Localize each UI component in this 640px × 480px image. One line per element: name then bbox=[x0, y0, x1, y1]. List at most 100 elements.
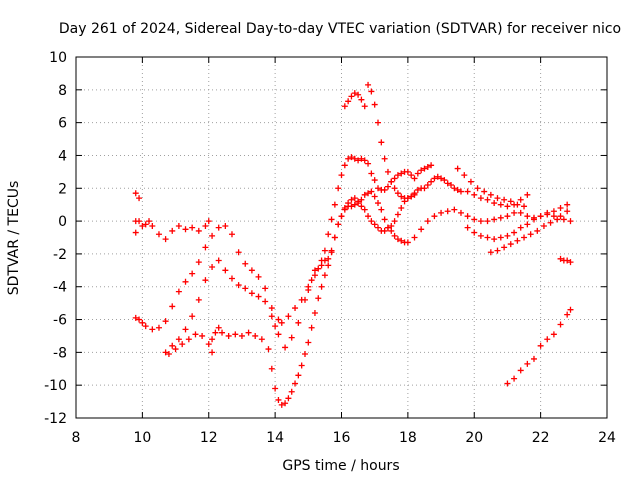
data-point bbox=[564, 311, 571, 318]
data-point bbox=[298, 362, 305, 369]
data-point bbox=[252, 332, 259, 339]
data-point bbox=[162, 236, 169, 243]
data-point bbox=[487, 249, 494, 256]
data-point bbox=[365, 213, 372, 220]
data-point bbox=[345, 98, 352, 105]
data-point bbox=[149, 326, 156, 333]
data-point bbox=[454, 165, 461, 172]
data-point bbox=[484, 196, 491, 203]
data-point bbox=[504, 213, 511, 220]
data-point bbox=[325, 231, 332, 238]
data-point bbox=[524, 221, 531, 228]
data-point bbox=[511, 375, 518, 382]
data-point bbox=[301, 296, 308, 303]
data-point bbox=[292, 380, 299, 387]
data-point bbox=[172, 346, 179, 353]
data-point bbox=[175, 223, 182, 230]
data-point bbox=[388, 227, 395, 234]
data-point bbox=[434, 173, 441, 180]
data-point bbox=[205, 341, 212, 348]
data-point bbox=[398, 193, 405, 200]
data-point bbox=[497, 201, 504, 208]
data-point bbox=[557, 213, 564, 220]
data-point bbox=[524, 191, 531, 198]
data-point bbox=[381, 155, 388, 162]
y-tick-label: 10 bbox=[49, 50, 67, 66]
data-point bbox=[331, 234, 338, 241]
data-point bbox=[189, 224, 196, 231]
data-point bbox=[517, 224, 524, 231]
data-point bbox=[202, 277, 209, 284]
data-point bbox=[285, 395, 292, 402]
data-point bbox=[544, 336, 551, 343]
data-point bbox=[371, 193, 378, 200]
data-point bbox=[411, 234, 418, 241]
data-point bbox=[325, 262, 332, 269]
data-point bbox=[530, 355, 537, 362]
data-point bbox=[305, 283, 312, 290]
y-tick-label: -10 bbox=[44, 378, 67, 394]
data-point bbox=[321, 272, 328, 279]
data-point bbox=[517, 196, 524, 203]
data-point bbox=[371, 177, 378, 184]
data-point bbox=[514, 237, 521, 244]
series-track-8 bbox=[487, 216, 574, 256]
data-point bbox=[404, 195, 411, 202]
series-track-1 bbox=[132, 218, 212, 243]
data-point bbox=[235, 282, 242, 289]
data-point bbox=[507, 241, 514, 248]
data-point bbox=[424, 163, 431, 170]
data-point bbox=[278, 319, 285, 326]
data-point bbox=[414, 170, 421, 177]
data-point bbox=[345, 155, 352, 162]
data-point bbox=[501, 196, 508, 203]
data-point bbox=[189, 313, 196, 320]
data-point bbox=[235, 249, 242, 256]
data-point bbox=[248, 267, 255, 274]
data-point bbox=[537, 342, 544, 349]
data-point bbox=[394, 172, 401, 179]
data-point bbox=[451, 206, 458, 213]
data-point bbox=[348, 203, 355, 210]
data-point bbox=[132, 314, 139, 321]
x-tick-label: 22 bbox=[532, 430, 550, 446]
data-point bbox=[165, 351, 172, 358]
x-tick-label: 20 bbox=[465, 430, 483, 446]
data-point bbox=[162, 349, 169, 356]
data-point bbox=[537, 213, 544, 220]
data-point bbox=[265, 346, 272, 353]
data-point bbox=[544, 211, 551, 218]
data-point bbox=[348, 154, 355, 161]
data-point bbox=[424, 218, 431, 225]
data-point bbox=[139, 223, 146, 230]
y-tick-label: -2 bbox=[53, 247, 67, 263]
data-point bbox=[202, 223, 209, 230]
data-point bbox=[282, 344, 289, 351]
data-point bbox=[371, 101, 378, 108]
data-point bbox=[504, 232, 511, 239]
data-point bbox=[192, 331, 199, 338]
data-point bbox=[521, 203, 528, 210]
data-point bbox=[484, 218, 491, 225]
data-point bbox=[560, 216, 567, 223]
data-point bbox=[321, 247, 328, 254]
data-point bbox=[149, 223, 156, 230]
data-point bbox=[358, 196, 365, 203]
data-point bbox=[398, 170, 405, 177]
data-point bbox=[378, 139, 385, 146]
data-point bbox=[238, 332, 245, 339]
data-point bbox=[517, 209, 524, 216]
data-point bbox=[358, 203, 365, 210]
data-point bbox=[331, 201, 338, 208]
data-point bbox=[514, 201, 521, 208]
y-axis-label: SDTVAR / TECUs bbox=[6, 181, 22, 296]
data-point bbox=[547, 219, 554, 226]
data-point bbox=[497, 234, 504, 241]
data-point bbox=[411, 191, 418, 198]
data-point bbox=[375, 119, 382, 126]
data-point bbox=[567, 306, 574, 313]
data-point bbox=[139, 319, 146, 326]
data-point bbox=[262, 298, 269, 305]
data-point bbox=[501, 244, 508, 251]
data-point bbox=[268, 305, 275, 312]
